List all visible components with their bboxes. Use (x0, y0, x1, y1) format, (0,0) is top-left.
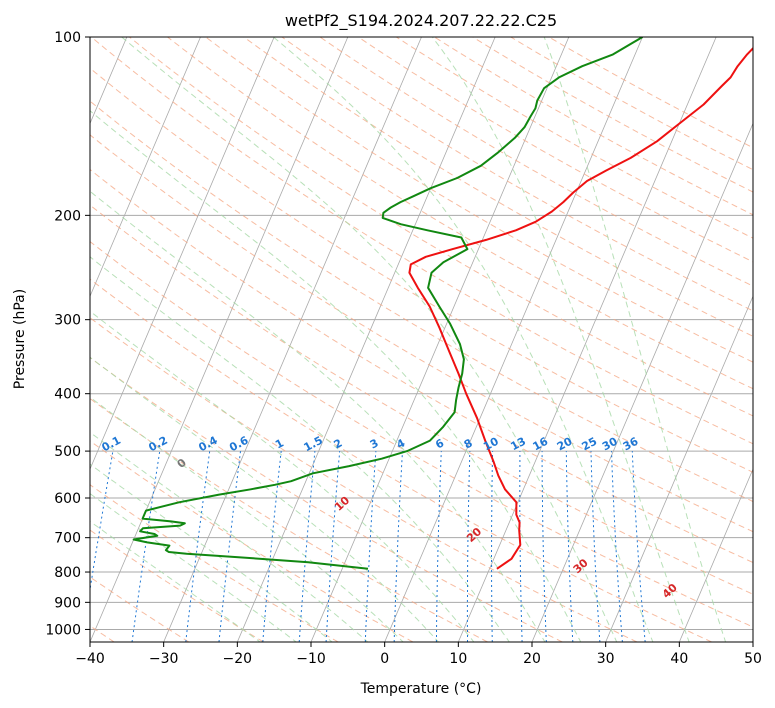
dry-adiabat-line (243, 37, 753, 337)
moist-adiabat-line (90, 256, 511, 642)
background-lines (90, 37, 753, 642)
dry-adiabat-line (90, 134, 753, 533)
moist-adiabat-line (90, 520, 262, 642)
dry-adiabat-line (90, 529, 264, 642)
mixing-ratio-label: 13 (508, 435, 528, 454)
mixing-ratio-label: 25 (580, 435, 600, 454)
mixing-ratio-label: 30 (600, 435, 620, 454)
x-tick-label: 0 (380, 651, 389, 667)
dry-adiabat-line (90, 397, 488, 642)
temperature-series-line (408, 46, 753, 570)
moist-adiabat-line (90, 493, 298, 642)
data-lines (132, 37, 753, 570)
isotherm-line (457, 37, 717, 642)
y-tick-label: 900 (54, 595, 81, 611)
moist-adiabat-line (90, 110, 582, 642)
x-axis-ticks: −40 −30 −20 −10 0 10 20 30 40 50 (75, 642, 762, 667)
dry-adiabat-line (90, 484, 339, 642)
x-tick-label: −20 (223, 651, 253, 667)
y-axis-ticks: 100 200 300 400 500 600 700 800 900 1000 (45, 30, 90, 638)
dry-adiabat-line (90, 356, 563, 642)
isotherm-line (236, 37, 496, 642)
moist-adiabat-line (120, 37, 618, 642)
dry-adiabat-line (90, 317, 638, 642)
isotherm-line (163, 37, 422, 642)
y-tick-label: 800 (54, 565, 81, 581)
x-tick-label: 20 (523, 651, 541, 667)
y-tick-label: 100 (54, 30, 81, 46)
isotherm-line (531, 122, 753, 642)
x-axis-label: Temperature (°C) (360, 681, 482, 697)
moist-adiabat-line (90, 396, 404, 642)
isotherm-line (90, 37, 275, 471)
x-tick-label: −30 (149, 651, 179, 667)
moist-adiabat-line (90, 310, 475, 642)
y-tick-label: 500 (54, 444, 81, 460)
isotherm-line (605, 295, 753, 642)
moist-adiabat-line (90, 463, 333, 642)
x-tick-label: 50 (744, 651, 762, 667)
dry-adiabat-line (90, 278, 712, 642)
mixing-ratio-label: 10 (481, 435, 501, 454)
y-tick-label: 300 (54, 313, 81, 329)
y-tick-label: 200 (54, 208, 81, 224)
isotherm-line (90, 37, 201, 298)
plot-area (90, 37, 753, 642)
y-axis-label: Pressure (hPa) (12, 289, 28, 389)
moist-adiabat-line (543, 37, 727, 642)
isotherm-line (384, 37, 643, 642)
x-tick-label: −10 (296, 651, 326, 667)
isotherm-line (90, 37, 349, 642)
mixing-ratio-label: 36 (621, 435, 641, 454)
dry-adiabat-line (90, 241, 753, 628)
y-tick-label: 600 (54, 491, 81, 507)
y-tick-label: 700 (54, 531, 81, 547)
x-tick-label: 10 (449, 651, 467, 667)
dry-adiabat-line (90, 168, 753, 564)
dry-adiabat-line (129, 37, 753, 417)
dry-adiabat-line (90, 204, 753, 595)
x-tick-label: 30 (597, 651, 615, 667)
chart-title: wetPf2_S194.2024.207.22.22.C25 (285, 11, 557, 31)
mixing-ratio-label: 20 (555, 435, 575, 454)
dry-adiabat-line (90, 100, 753, 503)
y-tick-label: 400 (54, 387, 81, 403)
moist-adiabat-line (431, 37, 690, 642)
dewpoint-series-line (132, 37, 644, 570)
isotherm-line (678, 468, 753, 642)
moist-adiabat-line (90, 190, 546, 642)
axes-frame (89, 36, 754, 643)
mixing-ratio-label: 16 (531, 435, 551, 454)
x-tick-label: −40 (75, 651, 105, 667)
moist-adiabat-line (90, 431, 369, 642)
y-tick-label: 1000 (45, 622, 81, 638)
moist-adiabat-line (272, 37, 654, 642)
dry-adiabat-line (90, 37, 753, 445)
x-tick-label: 40 (670, 651, 688, 667)
dry-adiabat-line (281, 37, 753, 312)
